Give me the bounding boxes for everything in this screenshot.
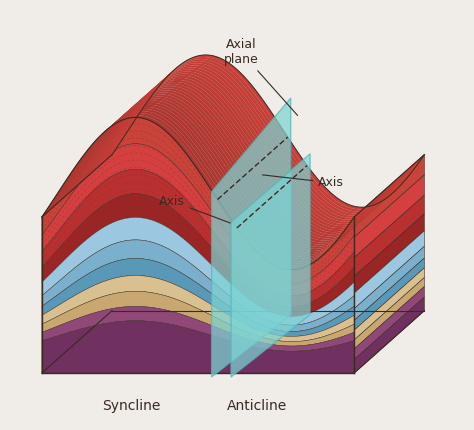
Polygon shape	[46, 111, 361, 265]
Polygon shape	[86, 76, 401, 230]
Polygon shape	[68, 92, 382, 247]
Polygon shape	[231, 154, 310, 377]
Polygon shape	[42, 194, 354, 316]
Polygon shape	[354, 175, 424, 258]
Text: Axis: Axis	[159, 194, 230, 223]
Polygon shape	[103, 61, 417, 215]
Polygon shape	[70, 90, 384, 245]
Polygon shape	[354, 268, 424, 340]
Polygon shape	[42, 258, 354, 336]
Polygon shape	[54, 105, 368, 259]
Polygon shape	[354, 258, 424, 330]
Polygon shape	[77, 84, 392, 238]
Polygon shape	[98, 65, 413, 220]
Polygon shape	[354, 231, 424, 309]
Polygon shape	[354, 246, 424, 320]
Text: Axial
plane: Axial plane	[224, 38, 298, 116]
Polygon shape	[42, 292, 354, 346]
Polygon shape	[61, 98, 375, 253]
Polygon shape	[42, 240, 354, 332]
Polygon shape	[42, 321, 354, 373]
Polygon shape	[44, 113, 359, 267]
Polygon shape	[91, 72, 406, 226]
Polygon shape	[354, 277, 424, 349]
Polygon shape	[58, 101, 373, 255]
Polygon shape	[354, 297, 424, 373]
Polygon shape	[42, 307, 354, 351]
Polygon shape	[96, 68, 410, 222]
Polygon shape	[51, 107, 366, 261]
Polygon shape	[84, 78, 399, 232]
Polygon shape	[354, 214, 424, 293]
Polygon shape	[212, 98, 291, 377]
Polygon shape	[108, 57, 422, 212]
Polygon shape	[354, 155, 424, 237]
Polygon shape	[354, 286, 424, 359]
Polygon shape	[74, 86, 389, 240]
Polygon shape	[42, 276, 354, 341]
Polygon shape	[49, 109, 364, 264]
Polygon shape	[63, 97, 377, 251]
Polygon shape	[110, 55, 424, 209]
Polygon shape	[42, 144, 354, 296]
Polygon shape	[72, 88, 387, 243]
Polygon shape	[42, 169, 354, 307]
Polygon shape	[354, 195, 424, 276]
Polygon shape	[65, 95, 380, 249]
Text: Syncline: Syncline	[102, 399, 161, 413]
Polygon shape	[105, 59, 419, 213]
Text: Anticline: Anticline	[227, 399, 287, 413]
Polygon shape	[82, 80, 396, 234]
Polygon shape	[89, 74, 403, 228]
Polygon shape	[93, 70, 408, 224]
Polygon shape	[100, 63, 415, 218]
Polygon shape	[56, 103, 371, 257]
Polygon shape	[42, 117, 354, 284]
Polygon shape	[42, 115, 356, 270]
Polygon shape	[79, 82, 394, 236]
Polygon shape	[42, 218, 354, 325]
Text: Axis: Axis	[263, 175, 344, 189]
